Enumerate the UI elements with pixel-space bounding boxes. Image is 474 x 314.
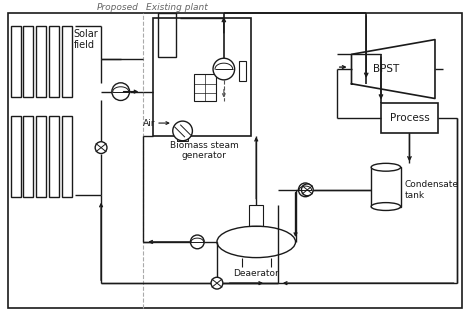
Circle shape: [213, 58, 235, 80]
Circle shape: [95, 142, 107, 154]
Circle shape: [191, 235, 204, 249]
Bar: [49, 26, 59, 96]
Circle shape: [112, 83, 129, 100]
Bar: [158, 13, 176, 57]
Text: Proposed: Proposed: [97, 3, 138, 12]
Bar: [11, 116, 20, 197]
Bar: [381, 103, 438, 133]
Circle shape: [173, 121, 192, 141]
Bar: [11, 26, 20, 96]
Bar: [238, 61, 246, 81]
Text: Deaerator: Deaerator: [233, 269, 279, 279]
Text: Air: Air: [143, 119, 155, 127]
Bar: [36, 116, 46, 197]
Bar: [249, 205, 263, 226]
Text: Biomass steam
generator: Biomass steam generator: [170, 141, 238, 160]
Ellipse shape: [371, 203, 401, 210]
Text: BPST: BPST: [373, 64, 399, 74]
Bar: [62, 116, 72, 197]
Ellipse shape: [371, 163, 401, 171]
Bar: [177, 136, 189, 141]
Text: Existing plant: Existing plant: [146, 3, 208, 12]
Polygon shape: [352, 40, 435, 99]
Bar: [49, 116, 59, 197]
Bar: [62, 26, 72, 96]
Bar: [24, 26, 33, 96]
Circle shape: [211, 277, 223, 289]
Text: Process: Process: [390, 113, 429, 123]
Bar: [153, 18, 251, 136]
Bar: [371, 167, 401, 207]
Ellipse shape: [217, 226, 295, 257]
Bar: [24, 116, 33, 197]
Bar: [194, 74, 216, 101]
Bar: [36, 26, 46, 96]
Circle shape: [299, 183, 312, 197]
Circle shape: [301, 184, 313, 196]
Text: Solar
field: Solar field: [73, 29, 98, 50]
Text: Condensate
tank: Condensate tank: [404, 180, 458, 200]
